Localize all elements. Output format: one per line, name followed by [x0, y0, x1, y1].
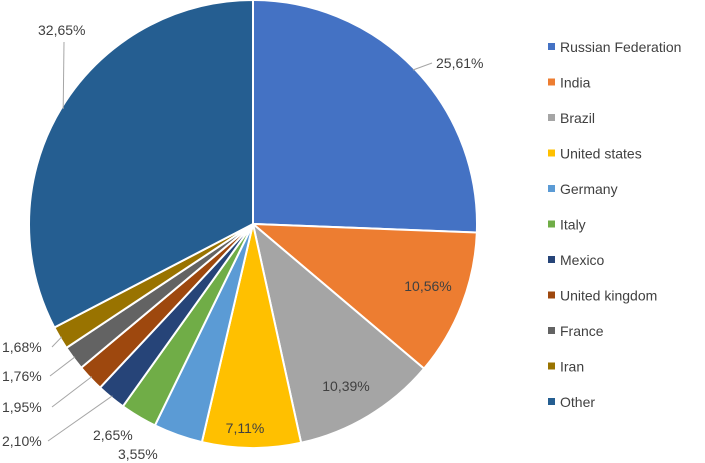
pie-slice-brazil — [251, 221, 426, 444]
pie-slice-russian-federation — [252, 0, 478, 234]
legend-swatch-united-kingdom — [548, 291, 555, 299]
pie-slices — [28, 0, 478, 449]
legend-label-mexico: Mexico — [560, 252, 605, 268]
leader-line-other — [62, 41, 65, 109]
leader-line-united-kingdom — [51, 376, 93, 408]
legend-label-italy: Italy — [560, 217, 586, 233]
legend-swatch-germany — [548, 185, 555, 192]
legend-label-france: France — [560, 323, 604, 339]
leader-line-russian-federation — [412, 62, 433, 71]
data-label-united-states: 7,11% — [226, 420, 265, 436]
legend-swatch-mexico — [548, 256, 555, 263]
legend-label-other: Other — [560, 394, 595, 410]
leader-line-mexico — [47, 395, 113, 442]
legend-swatch-iran — [548, 362, 555, 370]
pie-slice-india — [250, 222, 478, 370]
legend-label-iran: Iran — [560, 359, 584, 375]
leader-line-iran — [51, 336, 63, 348]
data-label-iran: 1,68% — [2, 339, 42, 355]
legend-label-germany: Germany — [560, 181, 618, 197]
data-label-mexico: 2,10% — [2, 433, 42, 449]
data-labels: 25,61% 10,56% 10,39% 7,11% 3,55% 2,65% 2,10% 1,… — [2, 22, 483, 462]
legend-label-united-kingdom: United kingdom — [560, 288, 657, 304]
legend-swatch-russian-federation — [548, 43, 555, 50]
legend-swatch-france — [548, 327, 555, 334]
data-label-united-kingdom: 1,95% — [2, 399, 42, 415]
legend-label-brazil: Brazil — [560, 110, 595, 126]
legend-swatch-india — [548, 78, 555, 86]
data-label-india: 10,56% — [404, 278, 451, 294]
legend-swatch-united-states — [548, 149, 555, 157]
legend-label-russian-federation: Russian Federation — [560, 39, 681, 55]
leader-line-france — [49, 356, 76, 377]
legend-label-india: India — [560, 75, 591, 91]
data-label-brazil: 10,39% — [322, 378, 369, 394]
data-label-russian-federation: 25,61% — [436, 55, 483, 71]
legend-swatch-brazil — [548, 114, 555, 121]
pie-slice-united-states — [200, 223, 303, 449]
data-label-germany: 3,55% — [118, 446, 158, 462]
legend-swatch-italy — [548, 220, 555, 228]
legend-label-united-states: United states — [560, 146, 642, 162]
data-label-france: 1,76% — [2, 368, 42, 384]
data-label-italy: 2,65% — [93, 427, 133, 443]
leader-lines — [47, 41, 433, 442]
data-label-other: 32,65% — [38, 22, 85, 38]
legend: Russian Federation India Brazil United stat… — [548, 39, 681, 410]
pie-slice-other — [28, 0, 254, 329]
legend-swatch-other — [548, 398, 555, 405]
